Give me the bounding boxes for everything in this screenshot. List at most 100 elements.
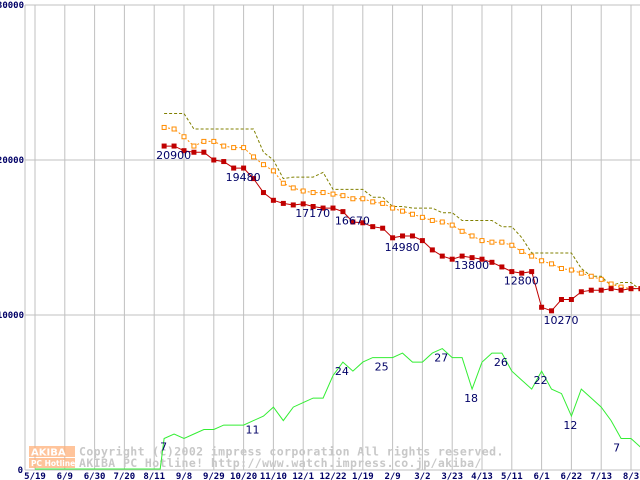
point-min (380, 225, 386, 231)
axes (24, 5, 640, 471)
point-min (539, 304, 545, 310)
point-avg (539, 258, 545, 264)
akiba-logo: AKIBA PC Hotline! (29, 446, 79, 468)
point-min (499, 264, 505, 270)
grid-lines (25, 4, 640, 470)
x-tick-label: 3/2 (414, 472, 430, 480)
data-label-count: 27 (434, 352, 448, 365)
point-avg (231, 145, 237, 151)
point-min (618, 287, 624, 293)
logo-top-text: AKIBA (31, 448, 66, 459)
point-avg (251, 154, 257, 160)
point-min (171, 143, 177, 149)
point-min (519, 270, 525, 276)
point-min (598, 287, 604, 293)
point-avg (370, 199, 376, 205)
data-label-min: 20900 (156, 149, 191, 162)
x-tick-label: 3/23 (441, 472, 463, 480)
data-label-count: 18 (464, 392, 478, 405)
point-min (340, 209, 346, 215)
point-avg (598, 276, 604, 282)
x-tick-label: 6/9 (57, 472, 73, 480)
point-min (400, 233, 406, 239)
x-tick-label: 12/22 (319, 472, 346, 480)
point-avg (290, 185, 296, 191)
point-min (429, 247, 435, 253)
point-avg (459, 228, 465, 234)
point-min (231, 165, 237, 171)
logo-bottom-text: PC Hotline! (31, 459, 79, 468)
point-avg (340, 193, 346, 199)
point-min (270, 197, 276, 203)
point-min (290, 202, 296, 208)
series-lines (35, 113, 640, 470)
data-label-min: 17170 (295, 207, 330, 220)
x-tick-label: 9/29 (203, 472, 225, 480)
data-label-count: 12 (563, 419, 577, 432)
point-min (241, 165, 247, 171)
point-min (320, 205, 326, 211)
point-avg (568, 267, 574, 273)
data-label-min: 19480 (226, 171, 261, 184)
data-label-count: 26 (494, 356, 508, 369)
point-min (479, 256, 485, 262)
point-min (191, 149, 197, 155)
point-min (459, 253, 465, 259)
point-avg (390, 205, 396, 211)
site-url-text: AKIBA PC Hotline! http://www.watch.impre… (79, 456, 482, 470)
data-label-min: 13800 (454, 259, 489, 272)
point-avg (558, 266, 564, 271)
point-avg (578, 270, 584, 276)
point-min (330, 205, 336, 211)
x-tick-label: 6/1 (533, 472, 549, 480)
point-min (360, 220, 366, 226)
point-avg (449, 222, 455, 228)
watermark: AKIBA PC Hotline! Copyright (c)2002 impr… (29, 445, 503, 470)
point-avg (588, 273, 594, 279)
point-avg (270, 168, 276, 174)
point-avg (221, 143, 227, 149)
y-tick-label: 20000 (0, 156, 24, 166)
x-tick-label: 8/11 (143, 472, 165, 480)
point-min (300, 201, 306, 207)
point-avg (479, 238, 485, 244)
point-avg (608, 281, 614, 287)
point-avg (241, 145, 247, 151)
x-tick-label: 4/13 (471, 472, 493, 480)
point-avg (360, 196, 366, 202)
series-line-max (164, 113, 640, 291)
point-min (161, 143, 167, 149)
point-avg (161, 124, 167, 130)
point-avg (330, 191, 336, 197)
x-tick-label: 10/20 (230, 472, 257, 480)
point-avg (260, 162, 266, 168)
point-min (211, 157, 217, 163)
x-tick-label: 6/22 (561, 472, 583, 480)
data-label-min: 12800 (504, 275, 539, 288)
point-min (549, 308, 555, 314)
point-avg (350, 196, 356, 202)
x-tick-label: 11/10 (260, 472, 287, 480)
point-avg (181, 134, 187, 140)
point-avg (549, 261, 555, 267)
point-min (260, 190, 266, 196)
point-min (350, 219, 356, 225)
point-min (568, 297, 574, 302)
x-tick-label: 5/11 (501, 472, 523, 480)
point-min (370, 224, 376, 230)
point-min (201, 149, 207, 155)
point-avg (529, 253, 535, 259)
point-min (390, 235, 396, 241)
point-min (419, 238, 425, 244)
point-avg (439, 219, 445, 225)
series-line-count (35, 348, 640, 470)
data-label-min: 16670 (335, 215, 370, 228)
point-min (439, 253, 445, 259)
point-avg (400, 208, 406, 214)
point-min (280, 200, 286, 206)
data-label-count: 22 (534, 374, 548, 387)
point-min (409, 233, 415, 239)
